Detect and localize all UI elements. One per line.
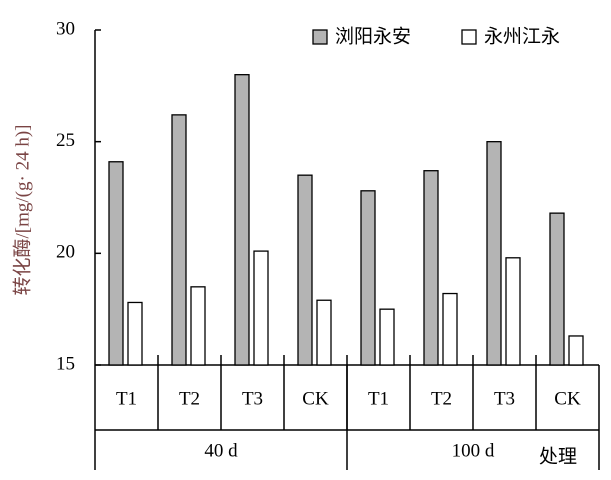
bar [127,301,143,366]
bar [297,174,313,366]
bar [549,212,565,366]
legend-swatch [312,29,328,45]
x-tick-label: T2 [431,388,452,409]
y-axis-label: 转化酶/[mg/(g· 24 h)] [11,125,33,296]
x-tick-label: T1 [368,388,389,409]
x-tick-label: T2 [179,388,200,409]
x-tick-label: CK [554,388,581,409]
group-label: 40 d [204,440,238,461]
group-label: 100 d [452,440,495,461]
x-tick-label: T1 [116,388,137,409]
bar [171,114,187,366]
y-tick-label: 15 [56,353,75,374]
bar [442,292,458,366]
y-tick-label: 20 [56,242,75,263]
legend-label: 浏阳永安 [335,25,411,47]
y-tick-label: 30 [56,18,75,39]
bar [190,286,206,366]
bar [253,250,269,366]
x-tick-label: T3 [494,388,515,409]
legend-swatch [461,29,477,45]
bar [234,74,250,366]
bar [423,170,439,366]
bar [568,335,584,366]
bar [316,299,332,366]
bar [360,190,376,366]
bar [108,161,124,366]
bar [486,141,502,366]
legend-label: 永州江永 [484,25,560,47]
x-tick-label: CK [302,388,329,409]
x-axis-label: 处理 [539,445,577,467]
bar [505,257,521,366]
y-tick-label: 25 [56,130,75,151]
x-tick-label: T3 [242,388,263,409]
bar [379,308,395,366]
